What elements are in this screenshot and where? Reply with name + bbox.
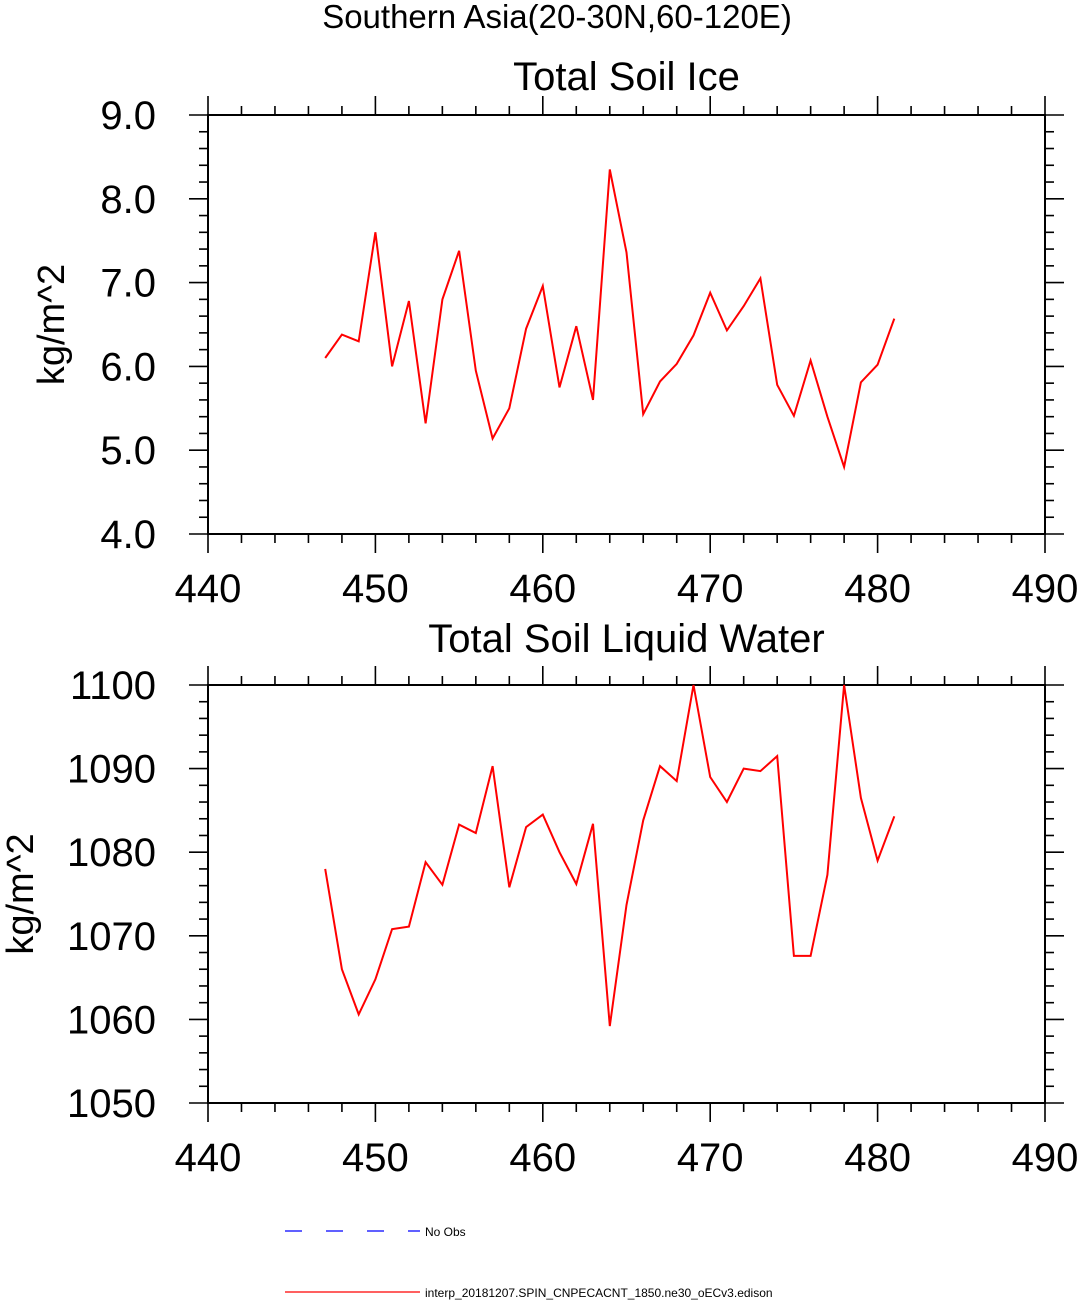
y-tick-label: 1090	[67, 748, 156, 792]
legend: No Obs interp_20181207.SPIN_CNPECACNT_18…	[285, 1225, 773, 1300]
x-tick-label: 470	[677, 567, 744, 611]
x-tick-label: 460	[509, 1136, 576, 1180]
x-tick-label: 470	[677, 1136, 744, 1180]
y-axis-label: kg/m^2	[0, 833, 42, 954]
series-line	[324, 169, 896, 471]
x-tick-label: 450	[342, 567, 409, 611]
figure-suptitle: Southern Asia(20-30N,60-120E)	[322, 0, 792, 35]
plot-frame	[207, 114, 1046, 535]
y-tick-label: 1060	[67, 998, 156, 1042]
x-tick-label: 460	[509, 567, 576, 611]
y-tick-label: 1080	[67, 831, 156, 875]
y-tick-label: 7.0	[100, 262, 156, 306]
chart-title: Total Soil Liquid Water	[428, 617, 824, 661]
x-tick-label: 480	[844, 1136, 911, 1180]
x-tick-label: 490	[1012, 567, 1079, 611]
y-tick-label: 5.0	[100, 429, 156, 473]
y-axis-label: kg/m^2	[31, 264, 73, 385]
legend-label-no-obs: No Obs	[425, 1225, 466, 1239]
plot-frame	[207, 684, 1046, 1104]
y-tick-label: 9.0	[100, 94, 156, 138]
x-tick-label: 480	[844, 567, 911, 611]
legend-label-model: interp_20181207.SPIN_CNPECACNT_1850.ne30…	[425, 1286, 773, 1300]
chart-title: Total Soil Ice	[513, 55, 740, 99]
series-line	[324, 684, 896, 1027]
y-tick-label: 4.0	[100, 513, 156, 557]
y-tick-label: 6.0	[100, 345, 156, 389]
y-tick-label: 1070	[67, 915, 156, 959]
x-tick-label: 490	[1012, 1136, 1079, 1180]
x-tick-label: 440	[175, 1136, 242, 1180]
panel-total-soil-ice: Total Soil Ice kg/m^2 440 450 460 470 480 490 4.…	[31, 55, 1078, 611]
x-tick-label: 450	[342, 1136, 409, 1180]
y-tick-label: 1050	[67, 1082, 156, 1126]
y-tick-label: 8.0	[100, 178, 156, 222]
x-tick-label: 440	[175, 567, 242, 611]
panel-total-soil-liquid-water: Total Soil Liquid Water kg/m^2 440 450 460 47…	[0, 617, 1078, 1180]
y-tick-label: 1100	[70, 664, 156, 708]
